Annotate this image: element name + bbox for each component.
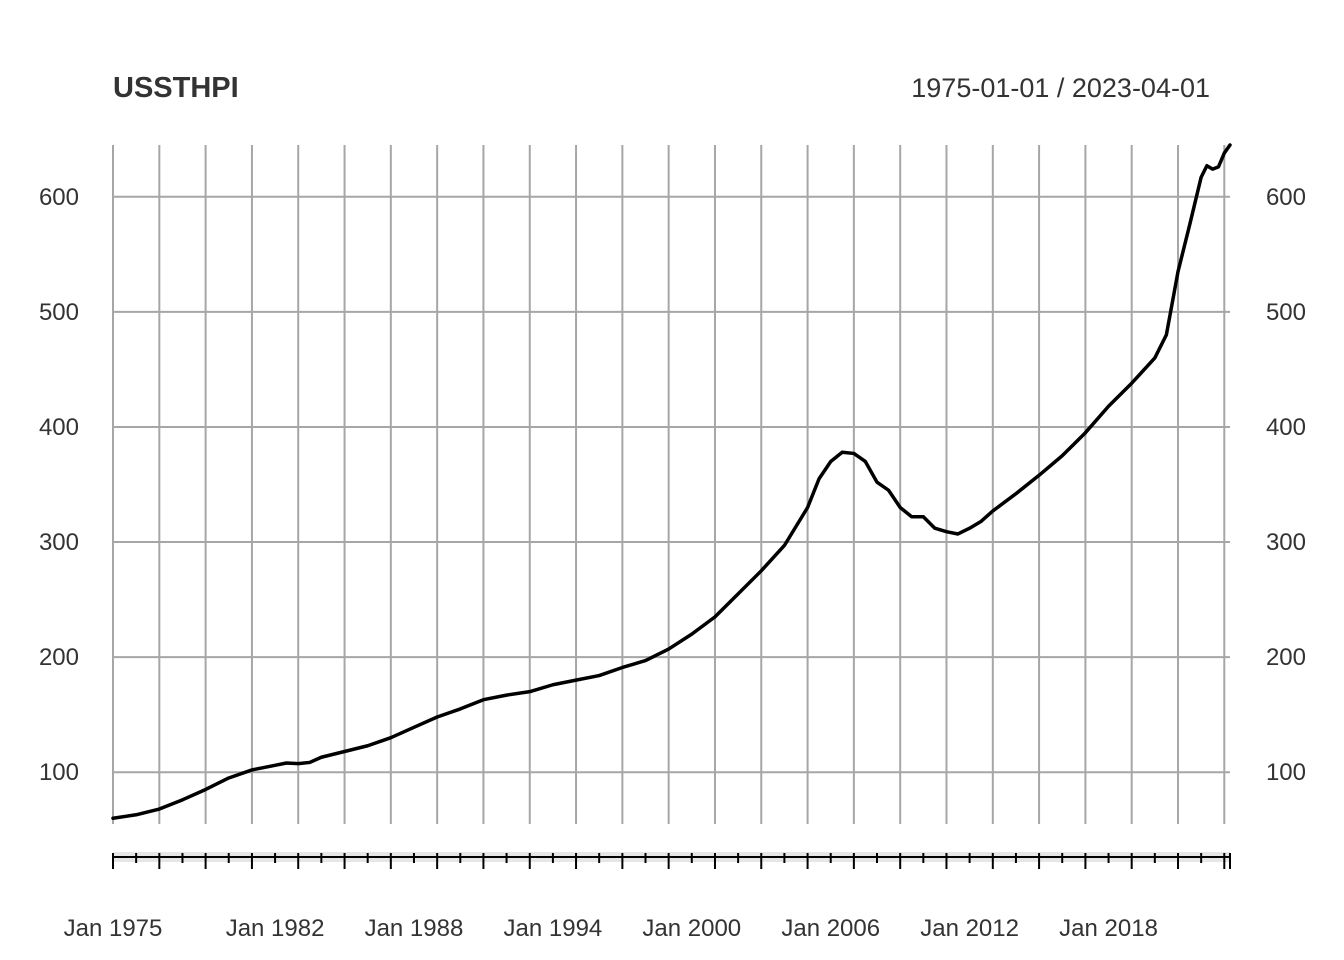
y-axis-left: 100 200 300 400 500 600 — [39, 184, 79, 786]
y-tick-label-right: 400 — [1266, 414, 1306, 441]
y-tick-label-right: 600 — [1266, 184, 1306, 211]
x-tick-label: Jan 1994 — [504, 915, 603, 942]
grid — [112, 145, 1230, 824]
y-tick-label-right: 500 — [1266, 299, 1306, 326]
y-tick-label-left: 100 — [39, 759, 79, 786]
x-tick-label: Jan 2012 — [920, 915, 1019, 942]
y-tick-label-left: 400 — [39, 414, 79, 441]
chart-date-range: 1975-01-01 / 2023-04-01 — [911, 73, 1210, 103]
x-tick-label: Jan 1982 — [226, 915, 325, 942]
y-tick-label-left: 500 — [39, 299, 79, 326]
y-tick-label-right: 300 — [1266, 529, 1306, 556]
chart-title: USSTHPI — [113, 72, 239, 104]
y-tick-label-left: 300 — [39, 529, 79, 556]
x-tick-label: Jan 2006 — [781, 915, 880, 942]
y-tick-label-right: 100 — [1266, 759, 1306, 786]
x-tick-label: Jan 1988 — [365, 915, 464, 942]
series — [111, 143, 1232, 820]
y-tick-label-right: 200 — [1266, 644, 1306, 671]
x-tick-label: Jan 2000 — [642, 915, 741, 942]
x-tick-label: Jan 1975 — [64, 915, 163, 942]
y-axis-right: 100 200 300 400 500 600 — [1266, 184, 1306, 786]
x-tick-label: Jan 2018 — [1059, 915, 1158, 942]
y-tick-label-left: 200 — [39, 644, 79, 671]
y-tick-label-left: 600 — [39, 184, 79, 211]
series-line — [111, 143, 1232, 820]
x-axis: Jan 1975 Jan 1982 Jan 1988 Jan 1994 Jan 2000… — [64, 852, 1231, 942]
